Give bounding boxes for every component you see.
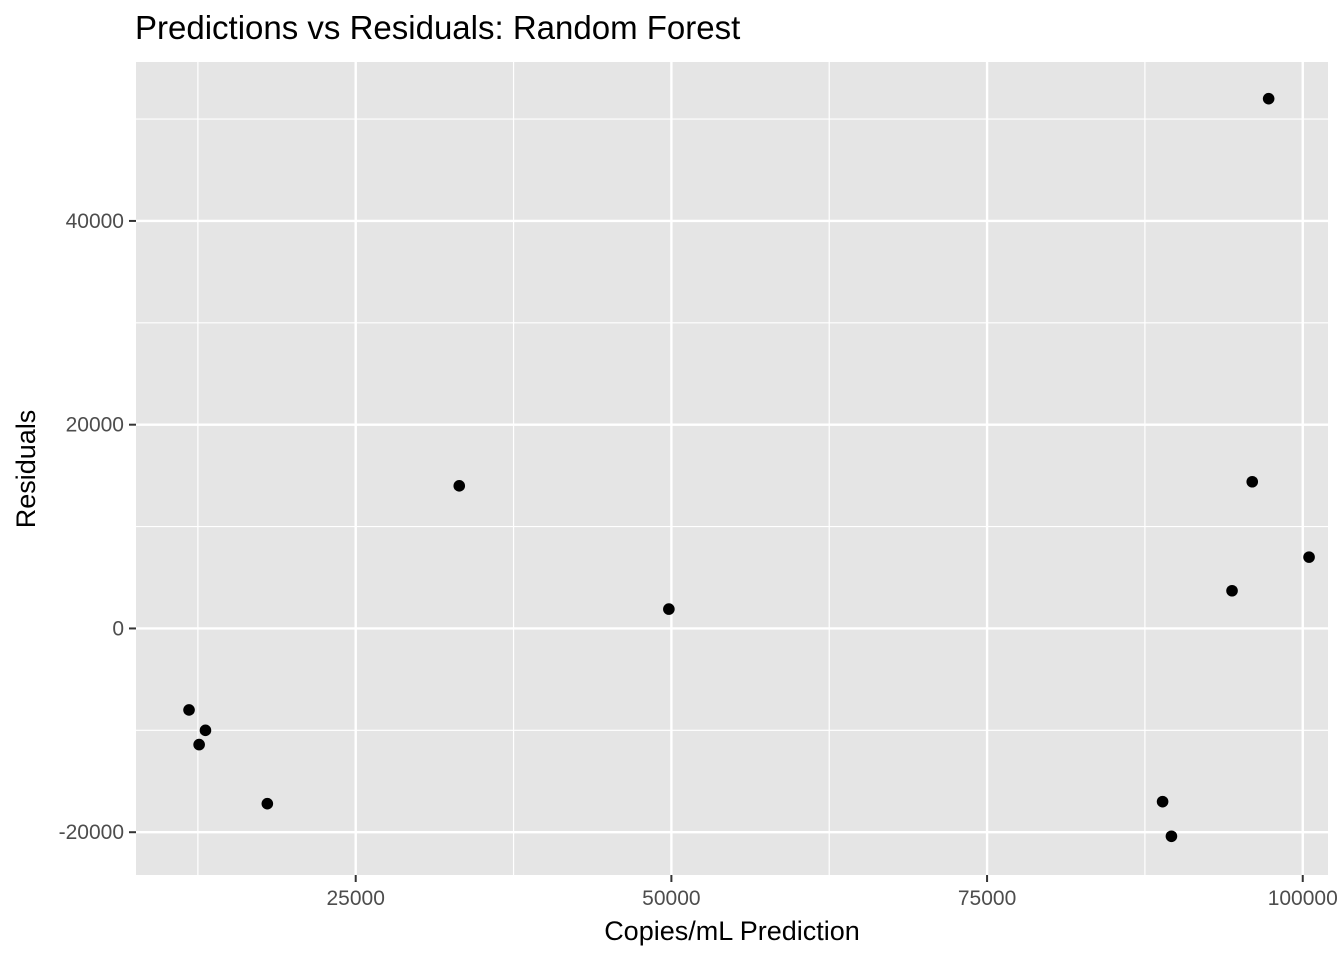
data-point bbox=[1165, 830, 1178, 843]
data-point bbox=[1246, 475, 1259, 488]
minor-gridlines bbox=[136, 62, 1328, 875]
x-tick-label: 100000 bbox=[1268, 887, 1338, 910]
x-axis-title: Copies/mL Prediction bbox=[604, 916, 860, 946]
plot-panel bbox=[136, 62, 1328, 875]
data-point bbox=[1303, 551, 1315, 563]
x-tick-label: 75000 bbox=[958, 887, 1016, 910]
data-point bbox=[199, 724, 212, 737]
data-point bbox=[261, 797, 274, 810]
y-tick-label: 20000 bbox=[66, 414, 124, 437]
data-points bbox=[183, 92, 1315, 843]
y-axis-title: Residuals bbox=[11, 410, 41, 529]
y-tick-label: -20000 bbox=[59, 821, 124, 844]
x-tick-label: 25000 bbox=[327, 887, 385, 910]
y-tick-label: 0 bbox=[112, 617, 124, 640]
data-point bbox=[1156, 795, 1169, 808]
y-tick-label: 40000 bbox=[66, 210, 124, 233]
major-gridlines bbox=[136, 62, 1328, 875]
chart-title: Predictions vs Residuals: Random Forest bbox=[135, 9, 740, 46]
x-axis-ticks: 25000 50000 75000 100000 bbox=[327, 875, 1338, 910]
data-point bbox=[183, 704, 195, 716]
data-point bbox=[1262, 92, 1275, 105]
data-point bbox=[193, 738, 205, 751]
x-tick-label: 50000 bbox=[642, 887, 700, 910]
data-point bbox=[1226, 584, 1238, 597]
data-point bbox=[453, 480, 466, 492]
data-point bbox=[663, 603, 675, 615]
y-axis-ticks: -20000 0 20000 40000 bbox=[59, 210, 136, 844]
